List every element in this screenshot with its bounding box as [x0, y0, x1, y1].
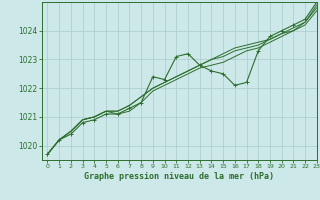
X-axis label: Graphe pression niveau de la mer (hPa): Graphe pression niveau de la mer (hPa) — [84, 172, 274, 181]
